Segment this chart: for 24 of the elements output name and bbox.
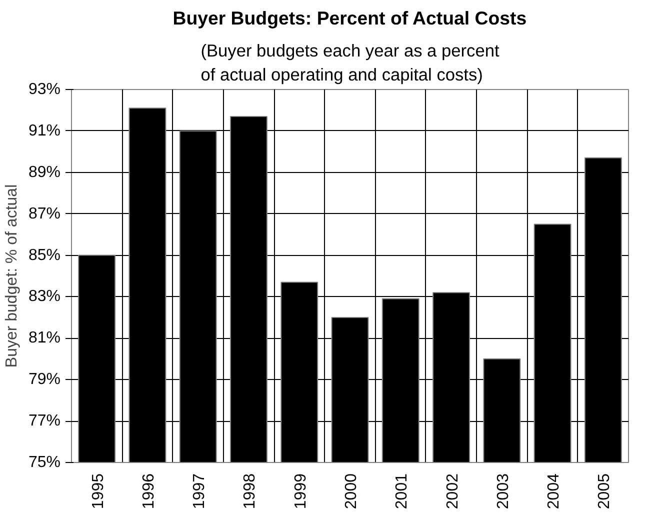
x-tick-label: 2003 [494,473,512,510]
y-tick-label: 85% [28,246,61,264]
y-tick-label: 91% [28,122,61,140]
x-tick-label: 2000 [343,473,360,510]
chart-subtitle: (Buyer budgets each year as a percent of actual operating and capital costs) [200,40,500,84]
x-tick-label: 2001 [394,473,411,510]
y-tick-label: 89% [28,164,61,181]
y-tick-label: 79% [28,371,61,388]
y-axis-title: Buyer budget: % of actual [3,184,20,368]
y-tick-label: 93% [28,81,61,98]
x-tick-label: 1995 [90,473,107,510]
x-tick-label: 1998 [242,473,259,510]
y-tick-label: 83% [28,288,61,306]
y-tick-label: 81% [28,330,61,347]
x-tick-label: 2004 [546,473,563,510]
x-tick-label: 1996 [140,473,158,510]
y-tick-label: 77% [28,412,61,430]
x-tick-label: 2005 [596,473,614,510]
x-tick-label: 1999 [292,473,310,510]
chart-title: Buyer Budgets: Percent of Actual Costs [172,8,527,28]
y-tick-label: 87% [28,205,61,222]
x-tick-label: 2002 [444,473,462,510]
y-tick-label: 75% [28,454,61,471]
x-tick-label: 1997 [191,473,208,510]
